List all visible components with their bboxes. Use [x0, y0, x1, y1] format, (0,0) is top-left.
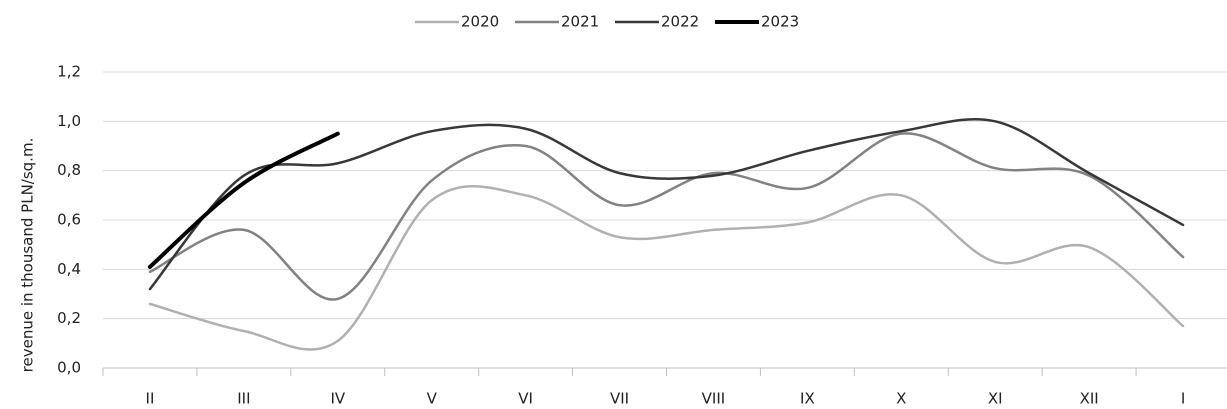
x-tick-label: VI: [518, 390, 533, 408]
x-tick-label: VII: [610, 390, 629, 408]
x-tick-label: V: [427, 390, 438, 408]
y-tick-label: 1,0: [57, 112, 81, 130]
series-line: [148, 117, 1185, 291]
x-tick-label: XII: [1080, 390, 1099, 408]
y-tick-label: 0,0: [57, 359, 81, 377]
x-tick-label: VIII: [702, 390, 726, 408]
series-line: [147, 131, 340, 269]
y-tick-label: 0,8: [57, 161, 81, 179]
legend-label: 2021: [561, 13, 599, 31]
x-tick-label: II: [146, 390, 155, 408]
series-line: [148, 132, 1185, 301]
legend-label: 2022: [661, 13, 699, 31]
legend-label: 2023: [761, 13, 799, 31]
series-line: [148, 184, 1185, 351]
y-axis-label: revenue in thousand PLN/sq.m.: [19, 138, 37, 373]
legend-label: 2020: [461, 13, 499, 31]
x-tick-label: III: [237, 390, 250, 408]
y-tick-label: 0,2: [57, 309, 81, 327]
x-tick-label: XI: [988, 390, 1003, 408]
x-tick-label: I: [1181, 390, 1185, 408]
x-tick-label: IX: [800, 390, 815, 408]
y-tick-label: 0,6: [57, 211, 81, 229]
x-tick-label: X: [896, 390, 906, 408]
y-tick-label: 1,2: [57, 63, 81, 81]
x-tick-label: IV: [330, 390, 345, 408]
y-tick-label: 0,4: [57, 260, 81, 278]
